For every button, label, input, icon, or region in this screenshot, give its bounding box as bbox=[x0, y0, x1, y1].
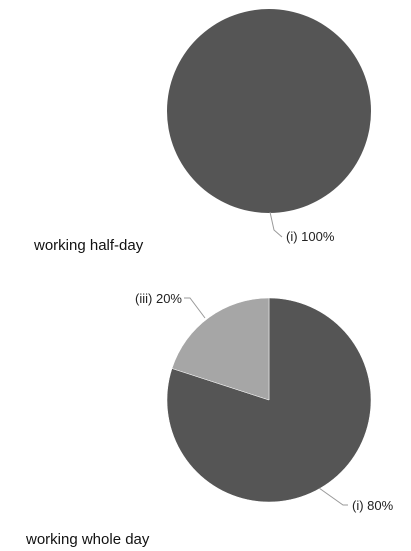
chart-title-whole-day: working whole day bbox=[25, 531, 150, 548]
pie-value-label: (i) 80% bbox=[352, 498, 394, 513]
pie-chart-half-day: (i) 100% bbox=[167, 9, 371, 244]
leader-line bbox=[318, 487, 348, 506]
chart-title-half-day: working half-day bbox=[33, 237, 144, 254]
leader-line bbox=[269, 211, 283, 238]
pie-value-label: (i) 100% bbox=[286, 229, 335, 244]
pie-value-label: (iii) 20% bbox=[135, 291, 182, 306]
pie-slice-i bbox=[167, 9, 371, 213]
leader-line bbox=[184, 297, 206, 319]
pie-slice-iii bbox=[171, 297, 270, 401]
pie-chart-whole-day: (i) 80% (iii) 20% bbox=[135, 291, 394, 513]
